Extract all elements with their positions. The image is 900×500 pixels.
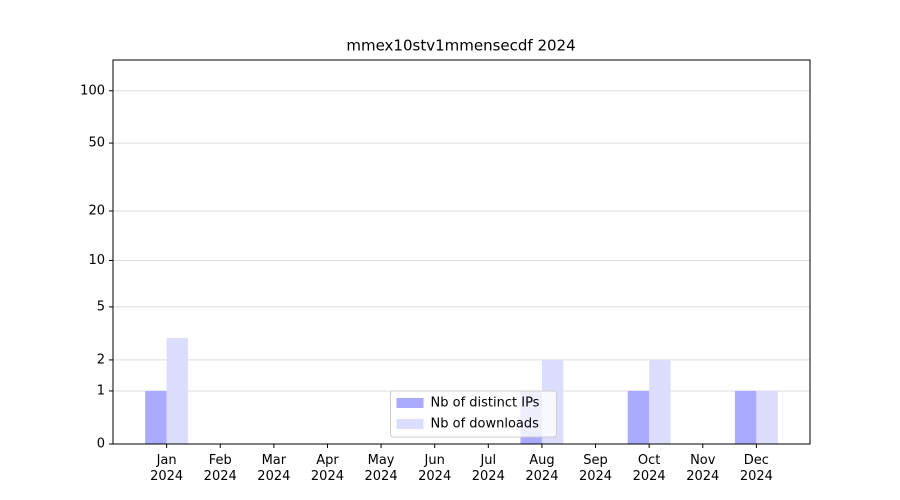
bar [166,337,189,444]
bar [649,359,671,444]
bar [145,390,167,444]
x-tick-label: Jan 2024 [150,453,184,484]
plot-frame [112,59,811,445]
x-tick-label: Apr 2024 [310,453,344,484]
y-tick-label: 10 [88,253,105,268]
legend-box [390,390,557,438]
legend-swatch [396,398,424,408]
legend-swatch [396,419,424,429]
y-tick-label: 1 [97,383,105,398]
bar [627,390,650,444]
x-tick-label: Sep 2024 [578,453,613,484]
x-tick-label: Mar 2024 [257,453,291,484]
y-tick-label: 100 [80,83,105,98]
x-tick-label: Dec 2024 [739,453,773,484]
x-tick-label: May 2024 [364,453,398,484]
legend: Nb of distinct IPs Nb of downloads [390,390,557,438]
y-tick-label: 5 [97,299,105,314]
y-tick-label: 0 [97,437,105,452]
x-tick-label: Jul 2024 [471,453,505,484]
legend-label: Nb of downloads [431,417,540,432]
legend-label: Nb of distinct IPs [431,396,540,411]
y-tick-label: 20 [88,203,105,218]
x-tick-label: Aug 2024 [525,453,559,484]
chart-title: mmex10stv1mmensecdf 2024 [346,37,575,55]
x-tick-label: Nov 2024 [686,453,720,484]
bar [756,390,778,444]
x-tick-label: Jun 2024 [418,453,452,484]
bar [734,390,757,444]
y-tick-label: 2 [97,352,105,367]
y-tick-label: 50 [88,136,105,151]
x-tick-label: Feb 2024 [203,453,237,484]
x-tick-label: Oct 2024 [632,453,666,484]
